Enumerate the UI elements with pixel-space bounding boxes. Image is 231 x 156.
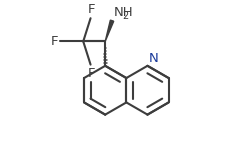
Polygon shape [105,20,114,41]
Text: NH: NH [114,6,134,19]
Text: 2: 2 [122,11,129,21]
Text: N: N [149,52,159,65]
Text: F: F [51,35,58,48]
Text: F: F [88,67,96,80]
Text: F: F [88,2,96,15]
